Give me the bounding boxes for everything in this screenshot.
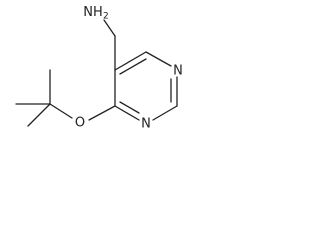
amine-label: NH: [83, 5, 103, 20]
atom-label: N: [141, 117, 151, 132]
bond: [27, 103, 51, 127]
bond: [103, 19, 116, 37]
bond: [145, 51, 172, 67]
bond: [119, 58, 147, 75]
structure-diagram: NH 2 N N O: [15, 5, 183, 132]
bond: [49, 103, 73, 119]
atom-label: O: [75, 116, 85, 131]
bond: [119, 101, 140, 114]
atom-label: N: [173, 64, 183, 79]
atom-label: NH: [83, 5, 103, 20]
amine-subscript: 2: [103, 12, 109, 22]
bond: [114, 51, 147, 71]
bond: [88, 105, 116, 121]
bonds: [15, 19, 178, 127]
bond: [114, 105, 140, 121]
bond: [152, 105, 178, 121]
